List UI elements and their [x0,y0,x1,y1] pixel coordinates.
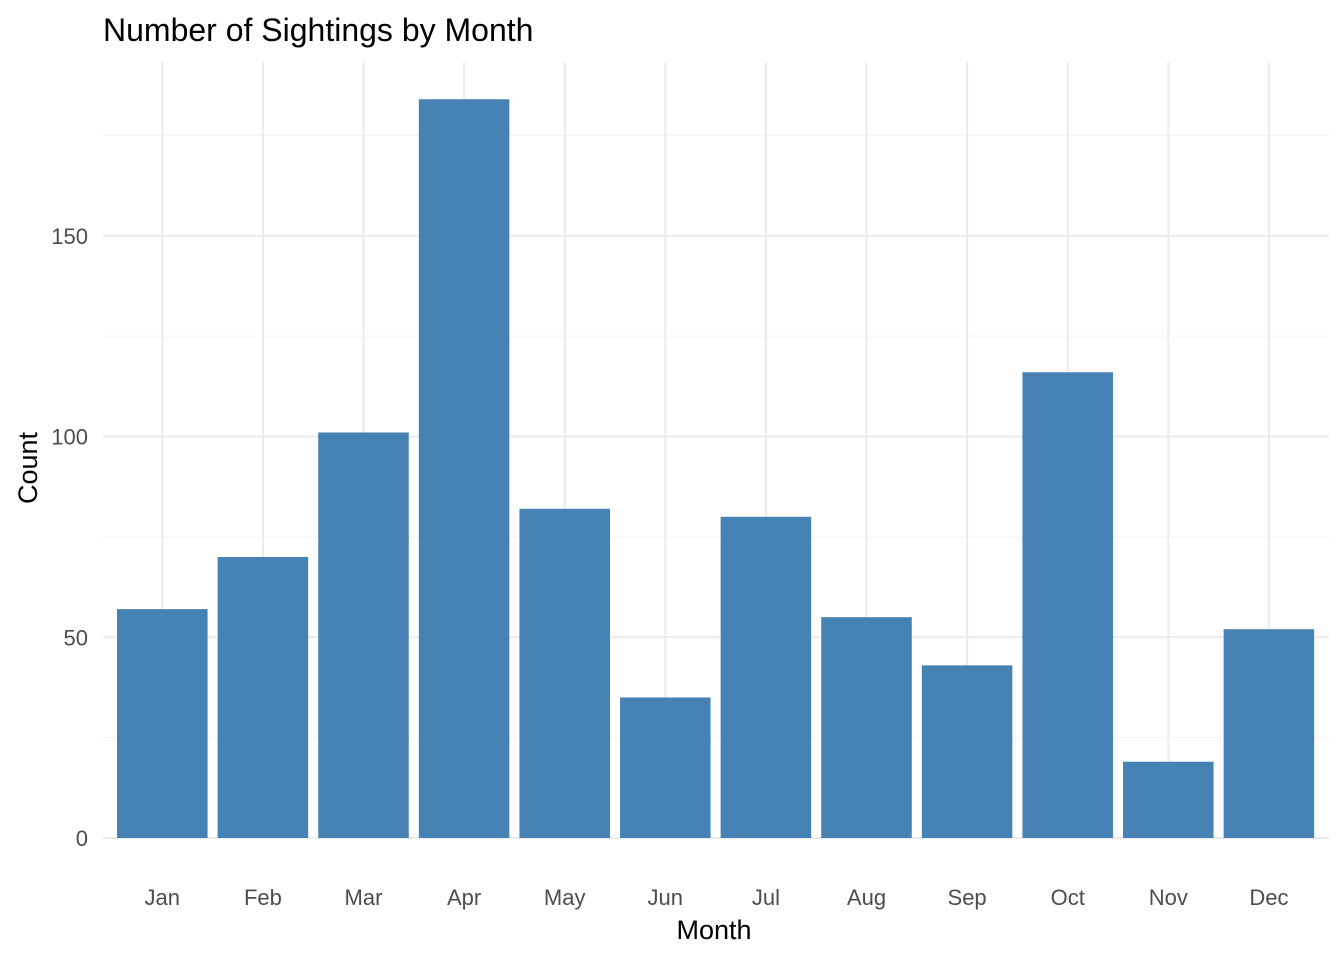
y-tick-label: 50 [64,625,88,650]
y-tick-label: 150 [51,224,88,249]
bar-aug [821,617,912,838]
y-tick-label: 100 [51,425,88,450]
bar-feb [217,556,309,838]
x-tick-label: Sep [948,885,987,910]
x-tick-label: Apr [447,885,481,910]
x-tick-label: Jul [752,885,780,910]
minor-gridlines [103,134,1329,739]
bar-dec [1223,629,1315,838]
chart-title: Number of Sightings by Month [103,12,533,48]
bars [117,99,1315,839]
x-tick-label: Jun [648,885,683,910]
x-tick-label: May [544,885,586,910]
y-tick-labels: 0 50 100 150 [51,224,88,851]
bar-may [519,508,610,838]
bar-jun [620,697,711,838]
y-tick-label: 0 [76,826,88,851]
bar-jul [720,516,812,838]
bar-jan [117,609,208,838]
x-tick-label: Nov [1149,885,1188,910]
bar-oct [1022,372,1113,838]
x-tick-labels: Jan Feb Mar Apr May Jun Jul Aug Sep Oct Nov Dec [145,885,1289,910]
x-tick-label: Aug [847,885,886,910]
y-axis-title: Count [13,431,43,504]
x-tick-label: Feb [244,885,282,910]
bar-mar [318,432,409,838]
bar-nov [1123,761,1214,838]
x-tick-label: Mar [345,885,383,910]
x-tick-label: Jan [145,885,180,910]
x-tick-label: Dec [1249,885,1288,910]
bar-apr [418,99,510,839]
x-tick-label: Oct [1051,885,1085,910]
x-axis-title: Month [676,915,751,945]
bar-sep [921,665,1013,838]
